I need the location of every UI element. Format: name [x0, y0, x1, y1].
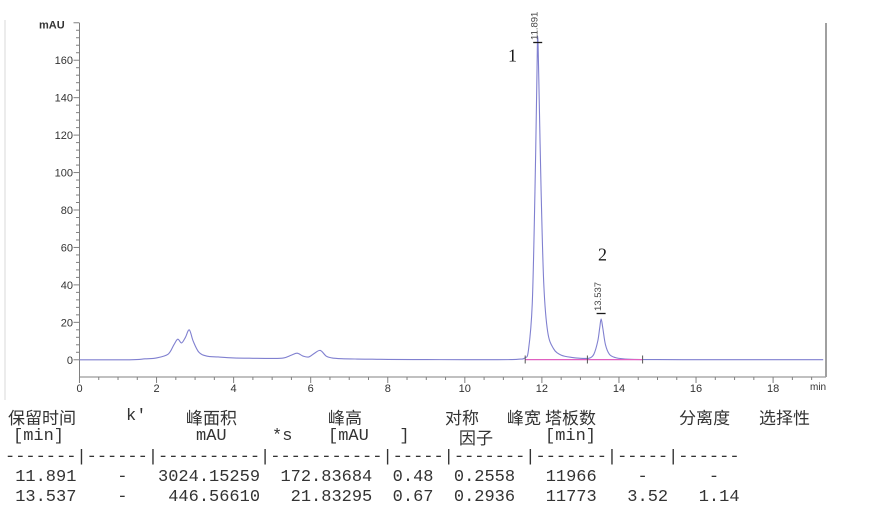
svg-text:2: 2: [153, 383, 159, 395]
svg-text:11.891: 11.891: [530, 12, 541, 40]
svg-text:80: 80: [61, 205, 73, 217]
svg-text:14: 14: [613, 383, 625, 395]
svg-text:20: 20: [61, 318, 73, 330]
svg-text:min: min: [810, 382, 826, 393]
svg-text:140: 140: [55, 93, 73, 105]
svg-text:120: 120: [55, 130, 73, 142]
svg-text:1: 1: [508, 46, 517, 66]
svg-text:0: 0: [76, 383, 82, 395]
svg-text:6: 6: [308, 383, 314, 395]
svg-text:4: 4: [231, 383, 237, 395]
svg-text:60: 60: [61, 243, 73, 255]
svg-text:13.537: 13.537: [593, 282, 604, 311]
svg-text:160: 160: [55, 55, 73, 67]
svg-text:16: 16: [690, 383, 702, 395]
svg-text:40: 40: [61, 280, 73, 292]
svg-text:0: 0: [67, 355, 73, 367]
svg-text:2: 2: [598, 245, 607, 265]
svg-text:8: 8: [385, 383, 391, 395]
svg-text:100: 100: [55, 168, 73, 180]
svg-text:10: 10: [459, 383, 471, 395]
svg-text:18: 18: [767, 383, 779, 395]
svg-text:mAU: mAU: [39, 20, 65, 32]
svg-text:12: 12: [536, 383, 548, 395]
